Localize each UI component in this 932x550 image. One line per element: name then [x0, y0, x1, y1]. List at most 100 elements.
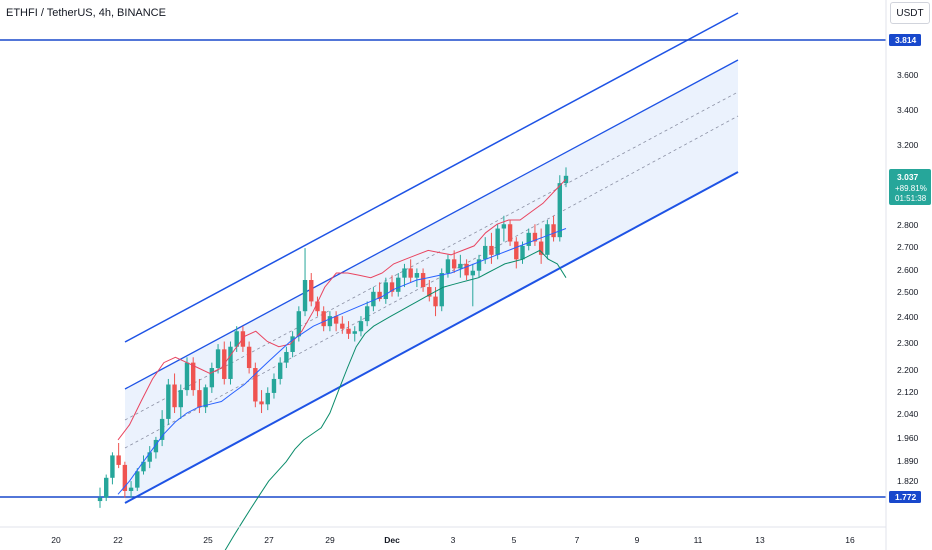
candle-body — [197, 390, 202, 408]
x-tick-label: 20 — [51, 535, 61, 545]
candle-body — [135, 471, 140, 488]
candle-body — [116, 455, 121, 465]
candle-body — [296, 311, 302, 337]
candle-body — [408, 268, 413, 278]
candle-body — [110, 455, 115, 478]
candle-body — [383, 282, 389, 300]
candle-body — [389, 282, 395, 292]
y-tick-label: 3.400 — [897, 105, 919, 115]
candle-body — [433, 296, 438, 307]
channel-upper-line — [124, 12, 739, 343]
candle-body — [141, 461, 146, 472]
price-level-badge — [889, 491, 921, 503]
candle-body — [451, 259, 457, 269]
candle-body — [526, 232, 531, 246]
candle-body — [507, 224, 513, 242]
candle-body — [333, 316, 339, 324]
candle-body — [402, 268, 407, 278]
candle-body — [470, 270, 475, 276]
candle-body — [97, 497, 103, 502]
bar-countdown: 01:51:38 — [895, 194, 927, 203]
channel-fill — [125, 60, 738, 503]
y-tick-label: 1.820 — [897, 476, 919, 486]
candle-body — [483, 245, 488, 260]
candle-body — [396, 277, 401, 292]
candle-body — [253, 368, 258, 402]
candle-body — [166, 384, 171, 419]
candle-body — [215, 349, 221, 369]
candle-body — [445, 259, 451, 274]
y-tick-label: 1.960 — [897, 433, 919, 443]
x-tick-label: 9 — [635, 535, 640, 545]
candle-body — [191, 362, 196, 391]
x-tick-label: 3 — [451, 535, 456, 545]
price-level-badge — [889, 34, 921, 46]
bollinger-basis-line — [117, 228, 567, 495]
candle-body — [364, 306, 370, 322]
y-tick-label: 2.120 — [897, 387, 919, 397]
candle-body — [259, 401, 264, 405]
symbol-title: ETHFI / TetherUS, 4h, BINANCE — [6, 7, 166, 19]
candle-body — [489, 245, 494, 255]
y-tick-label: 2.300 — [897, 338, 919, 348]
candle-body — [284, 351, 289, 363]
y-tick-label: 3.200 — [897, 140, 919, 150]
channel-dashed-line-2 — [124, 115, 739, 449]
candle-body — [427, 287, 432, 297]
candle-body — [321, 311, 326, 327]
candle-body — [520, 245, 525, 260]
candle-body — [153, 439, 159, 453]
last-price-value: 3.037 — [897, 172, 919, 182]
x-tick-label: 27 — [264, 535, 274, 545]
last-price-badge — [889, 169, 931, 205]
candle-body — [309, 280, 314, 302]
candle-body — [551, 224, 556, 238]
y-tick-label: 3.600 — [897, 70, 919, 80]
candle-body — [234, 331, 239, 347]
price-level-label: 3.814 — [895, 35, 917, 45]
channel-lower-line — [124, 171, 739, 504]
y-tick-label: 2.700 — [897, 242, 919, 252]
candle-body — [209, 368, 215, 388]
x-tick-label: 5 — [512, 535, 517, 545]
y-tick-label: 2.600 — [897, 265, 919, 275]
candle-body — [290, 336, 295, 352]
y-tick-label: 2.400 — [897, 312, 919, 322]
candle-body — [147, 452, 152, 462]
y-tick-label: 2.200 — [897, 365, 919, 375]
candle-body — [159, 418, 165, 440]
candle-body — [203, 387, 208, 408]
price-level-label: 1.772 — [895, 492, 917, 502]
candle-body — [495, 228, 500, 255]
x-tick-label: 25 — [203, 535, 213, 545]
x-tick-label: 13 — [755, 535, 765, 545]
bollinger-upper-line — [117, 178, 567, 441]
regression-channel — [124, 12, 739, 504]
candle-body — [439, 273, 444, 307]
candle-body — [122, 464, 128, 491]
candle-body — [327, 316, 333, 327]
candle-body — [104, 477, 109, 498]
x-tick-label: 22 — [113, 535, 123, 545]
candle-body — [246, 346, 252, 369]
candle-body — [352, 331, 357, 334]
candle-body — [532, 232, 538, 242]
bollinger-lower-line — [224, 249, 567, 550]
y-tick-label: 2.040 — [897, 409, 919, 419]
candle-body — [340, 323, 345, 329]
candle-body — [538, 241, 544, 255]
candle-body — [346, 328, 351, 334]
x-tick-label: 29 — [325, 535, 335, 545]
candle-body — [271, 378, 277, 393]
candle-body — [277, 362, 283, 379]
candle-body — [414, 273, 420, 278]
candle-body — [501, 224, 507, 229]
candle-body — [172, 384, 177, 408]
currency-selector[interactable]: USDT — [890, 2, 930, 24]
candle-body — [557, 183, 562, 238]
channel-inner-upper-line — [124, 59, 739, 390]
candle-body — [228, 346, 233, 379]
x-tick-label: 11 — [694, 535, 703, 545]
